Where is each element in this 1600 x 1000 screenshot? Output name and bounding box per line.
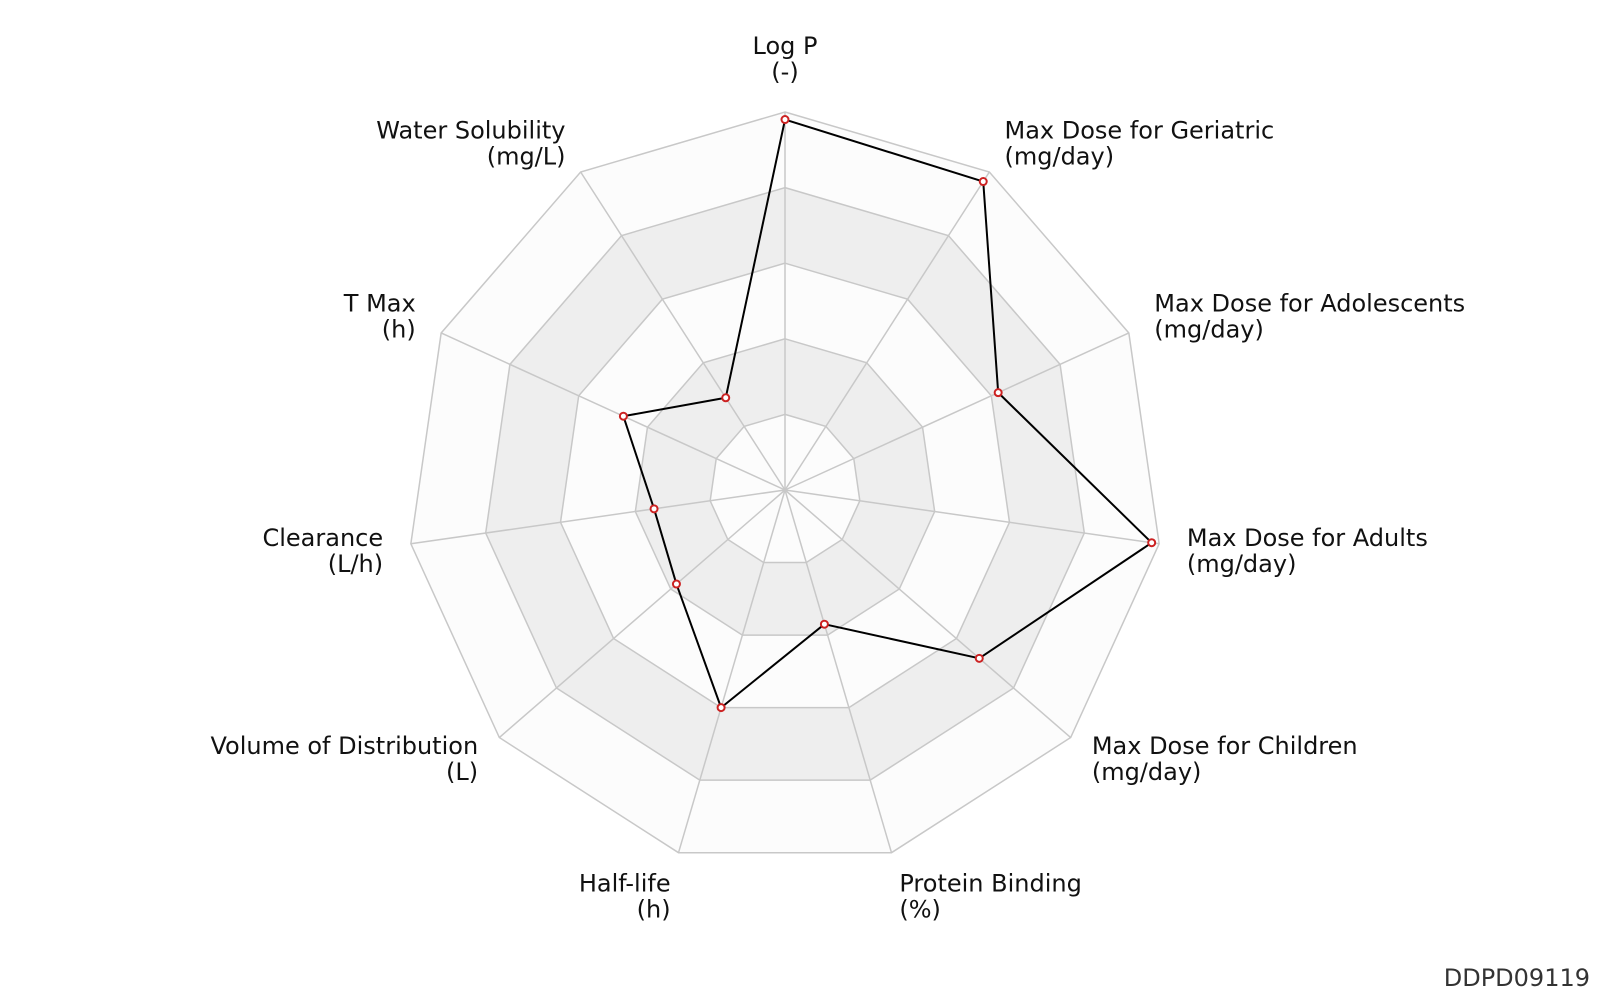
axis-label-2: Max Dose for Geriatric (mg/day) [1005,116,1275,170]
data-point-3 [993,388,1003,398]
axis-label-unit: (mg/day) [1005,142,1115,170]
watermark-id: DDPD09119 [1443,964,1590,992]
axis-label-unit: (h) [637,896,671,924]
axis-label-unit: (-) [771,58,798,86]
axis-label-unit: (mg/day) [1154,315,1264,343]
axis-spoke-2 [784,171,990,491]
axis-label-1: Log P (-) [753,32,818,86]
axis-label-unit: (%) [899,896,941,924]
axis-label-name: Max Dose for Geriatric [1005,116,1275,144]
marker-layer [618,115,1157,713]
axis-spoke-3 [784,332,1130,491]
data-point-4 [1147,538,1157,548]
data-point-1 [780,115,790,125]
axis-spoke-6 [784,489,893,853]
axis-spoke-4 [784,489,1160,545]
axis-spoke-9 [410,489,786,545]
axis-label-3: Max Dose for Adolescents (mg/day) [1154,289,1465,343]
axis-spoke-7 [677,489,786,853]
axis-label-name: Volume of Distribution [210,732,478,760]
axis-label-unit: (mg/day) [1187,550,1297,578]
axis-label-11: Water Solubility (mg/L) [376,116,565,170]
axis-label-10: T Max (h) [343,289,416,343]
data-point-11 [721,393,731,403]
axis-spokes [410,112,1160,853]
axis-spoke-5 [784,489,1072,739]
data-point-9 [649,504,659,514]
axis-label-name: Max Dose for Adults [1187,524,1428,552]
axis-label-8: Volume of Distribution (L) [210,732,478,786]
data-point-6 [819,619,829,629]
data-point-2 [978,177,988,187]
axis-label-9: Clearance (L/h) [262,524,383,578]
data-point-8 [671,579,681,589]
axis-label-6: Protein Binding (%) [899,870,1081,924]
axis-label-unit: (L) [446,758,478,786]
axis-spoke-11 [580,171,786,491]
axis-label-name: Protein Binding [899,870,1081,898]
axis-spoke-8 [498,489,786,739]
axis-label-name: Log P [753,32,818,60]
axis-label-name: Max Dose for Adolescents [1154,289,1465,317]
data-point-7 [716,703,726,713]
axis-label-name: Clearance [262,524,383,552]
axis-label-unit: (mg/day) [1092,758,1202,786]
axis-label-name: Half-life [579,870,671,898]
data-point-10 [618,411,628,421]
axis-labels: Log P (-)Max Dose for Geriatric (mg/day)Ma… [210,32,1465,924]
series-layer [622,118,1153,709]
axis-label-unit: (mg/L) [487,142,566,170]
axis-label-7: Half-life (h) [579,870,671,924]
axis-label-name: Water Solubility [376,116,565,144]
axis-label-4: Max Dose for Adults (mg/day) [1187,524,1428,578]
data-point-5 [974,653,984,663]
axis-label-name: T Max [343,289,416,317]
axis-label-5: Max Dose for Children (mg/day) [1092,732,1358,786]
axis-label-unit: (L/h) [328,550,383,578]
axis-label-unit: (h) [382,315,416,343]
axis-spoke-10 [440,332,786,491]
axis-label-name: Max Dose for Children [1092,732,1358,760]
series-line [622,118,1153,709]
